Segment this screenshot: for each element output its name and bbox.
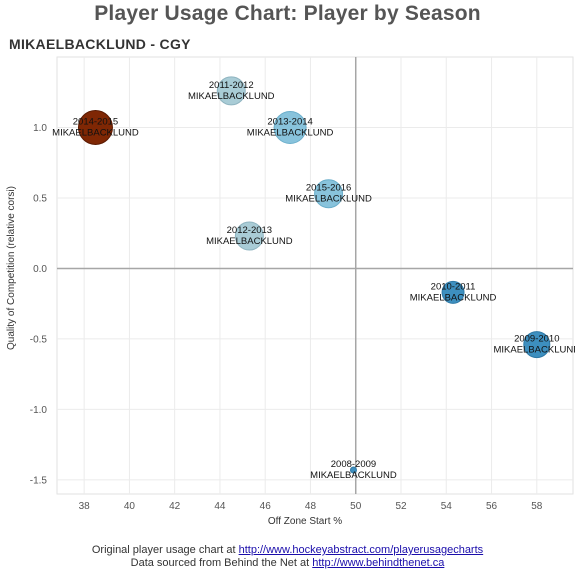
- x-tick-label: 52: [395, 501, 407, 512]
- chart-title: Player Usage Chart: Player by Season: [94, 2, 481, 25]
- hockeyabstract-link[interactable]: http://www.hockeyabstract.com/playerusag…: [238, 544, 484, 556]
- y-axis-ticks: -1.5 -1.0 -0.5 0.0 0.5 1.0: [30, 123, 48, 486]
- y-tick-label: 0.5: [33, 193, 47, 204]
- x-tick-label: 48: [305, 501, 317, 512]
- x-tick-label: 42: [169, 501, 181, 512]
- y-tick-label: 0.0: [33, 264, 47, 275]
- x-tick-label: 40: [124, 501, 136, 512]
- point-player-label: MIKAELBACKLUND: [493, 345, 575, 356]
- bubble-2010-2011: [441, 280, 465, 304]
- bubble-2008-2009: [349, 466, 357, 474]
- point-player-label: MIKAELBACKLUND: [52, 127, 139, 138]
- x-tick-label: 38: [79, 501, 91, 512]
- point-player-label: MIKAELBACKLUND: [206, 236, 293, 247]
- x-tick-label: 50: [350, 501, 362, 512]
- x-tick-label: 44: [214, 501, 226, 512]
- point-player-label: MIKAELBACKLUND: [247, 127, 334, 138]
- bubbles: [77, 76, 551, 474]
- bubble-2014-2015: [77, 109, 113, 145]
- footer-line-1: Original player usage chart at http://ww…: [0, 544, 575, 557]
- scatter-chart: 38 40 42 44 46 48 50 52 54 56 58 -1.5 -1.0 -0.5 0.0 0.…: [6, 56, 575, 527]
- y-tick-label: -1.5: [30, 475, 48, 486]
- point-labels: 2014-2015MIKAELBACKLUND2011-2012MIKAELBA…: [52, 80, 575, 481]
- bubble-2015-2016: [314, 179, 344, 209]
- x-axis-ticks: 38 40 42 44 46 48 50 52 54 56 58: [79, 501, 543, 512]
- x-tick-label: 54: [441, 501, 453, 512]
- point-season-label: 2010-2011: [431, 281, 476, 292]
- x-axis-label: Off Zone Start %: [268, 516, 342, 527]
- chart-subtitle: MIKAELBACKLUND - CGY: [9, 36, 191, 52]
- point-season-label: 2014-2015: [73, 116, 118, 127]
- y-tick-label: -0.5: [30, 334, 48, 345]
- footer: Original player usage chart at http://ww…: [0, 544, 575, 570]
- x-tick-label: 56: [486, 501, 498, 512]
- point-player-label: MIKAELBACKLUND: [285, 194, 372, 205]
- footer-line-2-text: Data sourced from Behind the Net at: [130, 557, 313, 569]
- x-tick-label: 58: [531, 501, 543, 512]
- footer-line-2: Data sourced from Behind the Net at http…: [0, 557, 575, 570]
- reference-lines: [57, 57, 573, 494]
- bubble-2011-2012: [216, 76, 246, 106]
- point-season-label: 2012-2013: [227, 225, 272, 236]
- point-player-label: MIKAELBACKLUND: [410, 292, 497, 303]
- x-tick-label: 46: [260, 501, 272, 512]
- bubble-2009-2010: [523, 331, 551, 359]
- point-season-label: 2008-2009: [331, 459, 376, 470]
- bubble-2012-2013: [234, 221, 264, 251]
- point-player-label: MIKAELBACKLUND: [188, 91, 275, 102]
- plot-frame: [56, 56, 574, 495]
- y-tick-label: 1.0: [33, 123, 47, 134]
- y-axis-label: Quality of Competition (relative corsi): [6, 186, 17, 350]
- point-season-label: 2009-2010: [514, 334, 559, 345]
- point-player-label: MIKAELBACKLUND: [310, 470, 397, 481]
- point-season-label: 2015-2016: [306, 183, 351, 194]
- point-season-label: 2011-2012: [209, 80, 254, 91]
- plot-area: [56, 56, 574, 495]
- bubble-2013-2014: [273, 110, 307, 144]
- point-season-label: 2013-2014: [267, 116, 312, 127]
- y-tick-label: -1.0: [30, 405, 48, 416]
- behindthenet-link[interactable]: http://www.behindthenet.ca: [312, 557, 445, 569]
- footer-line-1-text: Original player usage chart at: [91, 544, 239, 556]
